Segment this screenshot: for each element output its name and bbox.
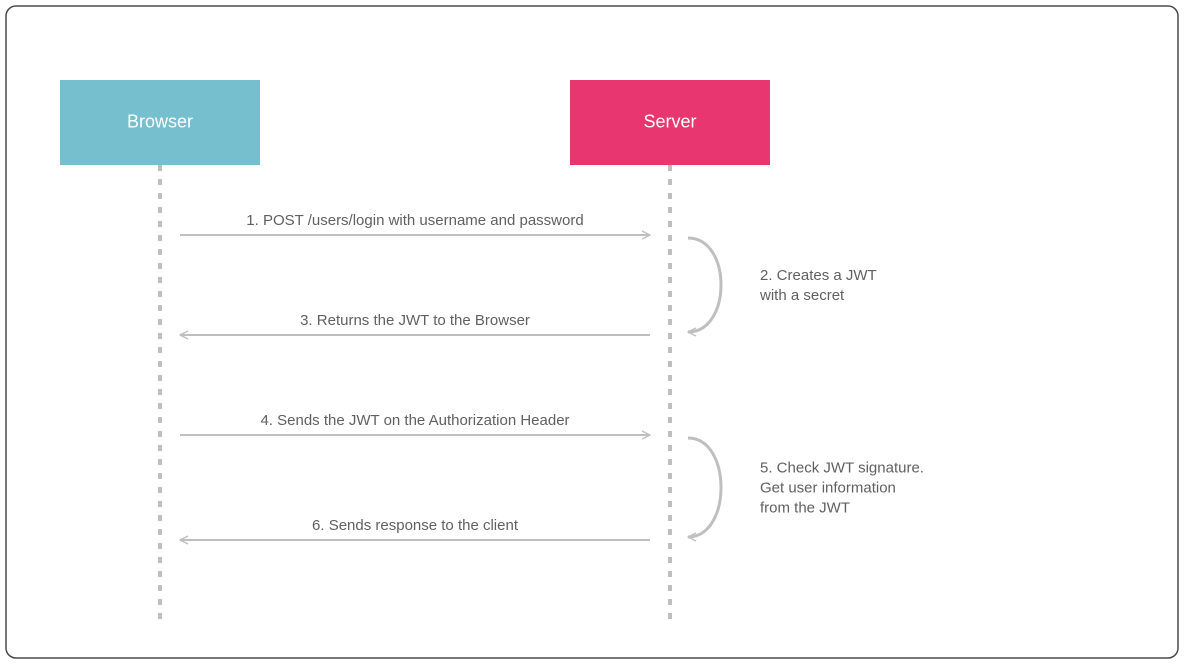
- message-label-m3: 3. Returns the JWT to the Browser: [300, 312, 530, 329]
- actor-label-browser: Browser: [127, 111, 193, 131]
- sequence-diagram: Browser Server 1. POST /users/login with u…: [0, 0, 1184, 664]
- actor-label-server: Server: [643, 111, 696, 131]
- message-label-m4: 4. Sends the JWT on the Authorization He…: [260, 412, 569, 429]
- message-label-m6: 6. Sends response to the client: [312, 517, 519, 534]
- message-label-m1: 1. POST /users/login with username and p…: [246, 212, 583, 229]
